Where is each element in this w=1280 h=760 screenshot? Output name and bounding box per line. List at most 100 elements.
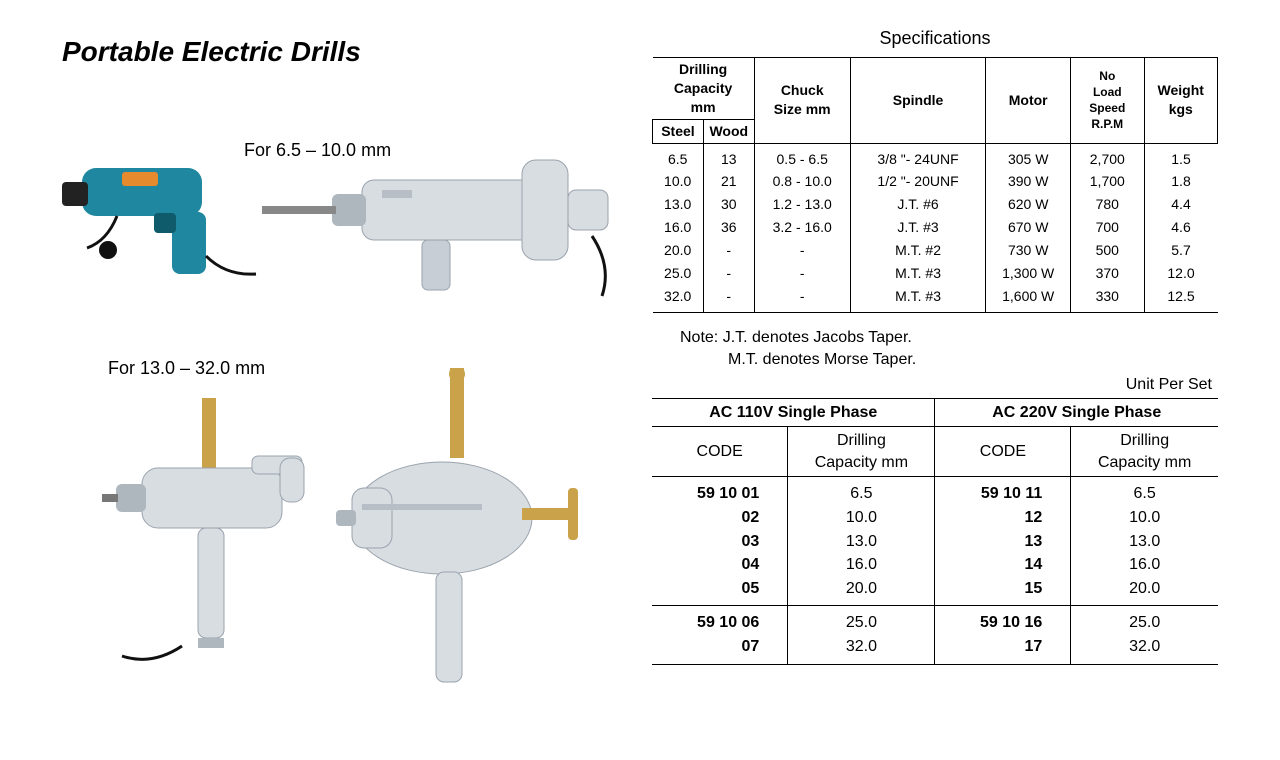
table-row: 16.0363.2 - 16.0J.T. #3670 W7004.6 (653, 216, 1218, 239)
table-cell: 330 (1071, 285, 1144, 312)
table-cell: 17 (935, 635, 1071, 664)
table-cell: 03 (652, 530, 788, 554)
table-cell: 25.0 (1071, 606, 1218, 635)
table-cell: 5.7 (1144, 239, 1217, 262)
table-cell: 59 10 06 (652, 606, 788, 635)
table-cell: 20.0 (653, 239, 704, 262)
table-cell: 6.5 (653, 143, 704, 170)
table-cell: 02 (652, 506, 788, 530)
table-cell: - (754, 262, 850, 285)
table-cell: 0.5 - 6.5 (754, 143, 850, 170)
table-cell: 780 (1071, 193, 1144, 216)
th-chuck: Chuck Size mm (754, 58, 850, 144)
table-cell: 07 (652, 635, 788, 664)
table-cell: - (754, 239, 850, 262)
th-cap-220: Drilling Capacity mm (1071, 427, 1218, 477)
table-cell: 36 (703, 216, 754, 239)
table-cell: 13.0 (653, 193, 704, 216)
table-cell: 10.0 (788, 506, 935, 530)
table-cell: - (754, 285, 850, 312)
table-cell: 13 (703, 143, 754, 170)
table-cell: 32.0 (653, 285, 704, 312)
codes-table: AC 110V Single Phase AC 220V Single Phas… (652, 398, 1218, 665)
table-row: 0210.01210.0 (652, 506, 1218, 530)
th-spindle: Spindle (850, 58, 986, 144)
th-rpm: No Load Speed R.P.M (1071, 58, 1144, 144)
table-cell: 12.5 (1144, 285, 1217, 312)
table-cell: 1.5 (1144, 143, 1217, 170)
note-line-2: M.T. denotes Morse Taper. (728, 349, 1218, 371)
table-cell: 670 W (986, 216, 1071, 239)
table-cell: 3.2 - 16.0 (754, 216, 850, 239)
table-cell: 13 (935, 530, 1071, 554)
table-row: 59 10 0625.059 10 1625.0 (652, 606, 1218, 635)
table-cell: 20.0 (1071, 577, 1218, 606)
table-row: 32.0--M.T. #31,600 W33012.5 (653, 285, 1218, 312)
table-cell: 13.0 (788, 530, 935, 554)
table-cell: M.T. #3 (850, 285, 986, 312)
th-drilling-capacity: Drilling Capacity mm (653, 58, 755, 120)
table-cell: 14 (935, 553, 1071, 577)
specs-heading: Specifications (652, 28, 1218, 49)
table-cell: M.T. #3 (850, 262, 986, 285)
table-cell: 3/8 "- 24UNF (850, 143, 986, 170)
table-cell: - (703, 285, 754, 312)
table-cell: 1/2 "- 20UNF (850, 170, 986, 193)
table-cell: 620 W (986, 193, 1071, 216)
unit-per-set-label: Unit Per Set (652, 376, 1212, 394)
table-cell: 370 (1071, 262, 1144, 285)
table-cell: - (703, 239, 754, 262)
table-cell: 12 (935, 506, 1071, 530)
table-cell: 2,700 (1071, 143, 1144, 170)
table-cell: 730 W (986, 239, 1071, 262)
table-cell: M.T. #2 (850, 239, 986, 262)
table-cell: 59 10 16 (935, 606, 1071, 635)
table-row: 25.0--M.T. #31,300 W37012.0 (653, 262, 1218, 285)
page-title: Portable Electric Drills (62, 36, 622, 68)
table-row: 0520.01520.0 (652, 577, 1218, 606)
table-cell: 16.0 (1071, 553, 1218, 577)
table-cell: 10.0 (653, 170, 704, 193)
table-cell: 10.0 (1071, 506, 1218, 530)
table-cell: 04 (652, 553, 788, 577)
table-cell: 59 10 01 (652, 477, 788, 506)
table-cell: 4.4 (1144, 193, 1217, 216)
table-row: 59 10 016.559 10 116.5 (652, 477, 1218, 506)
table-cell: 6.5 (788, 477, 935, 506)
th-code-220: CODE (935, 427, 1071, 477)
th-steel: Steel (653, 119, 704, 143)
table-row: 0416.01416.0 (652, 553, 1218, 577)
table-cell: 700 (1071, 216, 1144, 239)
table-row: 13.0301.2 - 13.0J.T. #6620 W7804.4 (653, 193, 1218, 216)
table-row: 0732.01732.0 (652, 635, 1218, 664)
table-cell: 21 (703, 170, 754, 193)
caption-large-range: For 13.0 – 32.0 mm (108, 358, 265, 379)
table-row: 0313.01313.0 (652, 530, 1218, 554)
table-cell: 500 (1071, 239, 1144, 262)
table-cell: 16.0 (653, 216, 704, 239)
drill-large-left-icon (102, 398, 332, 688)
table-cell: 305 W (986, 143, 1071, 170)
th-motor: Motor (986, 58, 1071, 144)
table-cell: 59 10 11 (935, 477, 1071, 506)
table-cell: 0.8 - 10.0 (754, 170, 850, 193)
table-cell: J.T. #6 (850, 193, 986, 216)
th-wood: Wood (703, 119, 754, 143)
table-cell: 30 (703, 193, 754, 216)
table-cell: 1.8 (1144, 170, 1217, 193)
table-cell: 25.0 (788, 606, 935, 635)
th-code-110: CODE (652, 427, 788, 477)
table-cell: 390 W (986, 170, 1071, 193)
specifications-table: Drilling Capacity mm Chuck Size mm Spind… (652, 57, 1218, 313)
table-cell: 12.0 (1144, 262, 1217, 285)
th-cap-110: Drilling Capacity mm (788, 427, 935, 477)
table-cell: 13.0 (1071, 530, 1218, 554)
table-cell: 1.2 - 13.0 (754, 193, 850, 216)
drill-small-teal-icon (62, 138, 272, 308)
th-ac220: AC 220V Single Phase (935, 398, 1218, 427)
note-line-1: Note: J.T. denotes Jacobs Taper. (680, 327, 1218, 349)
product-illustrations: For 6.5 – 10.0 mm (62, 68, 622, 708)
table-row: 10.0210.8 - 10.01/2 "- 20UNF390 W1,7001.… (653, 170, 1218, 193)
table-cell: 32.0 (1071, 635, 1218, 664)
table-cell: 6.5 (1071, 477, 1218, 506)
